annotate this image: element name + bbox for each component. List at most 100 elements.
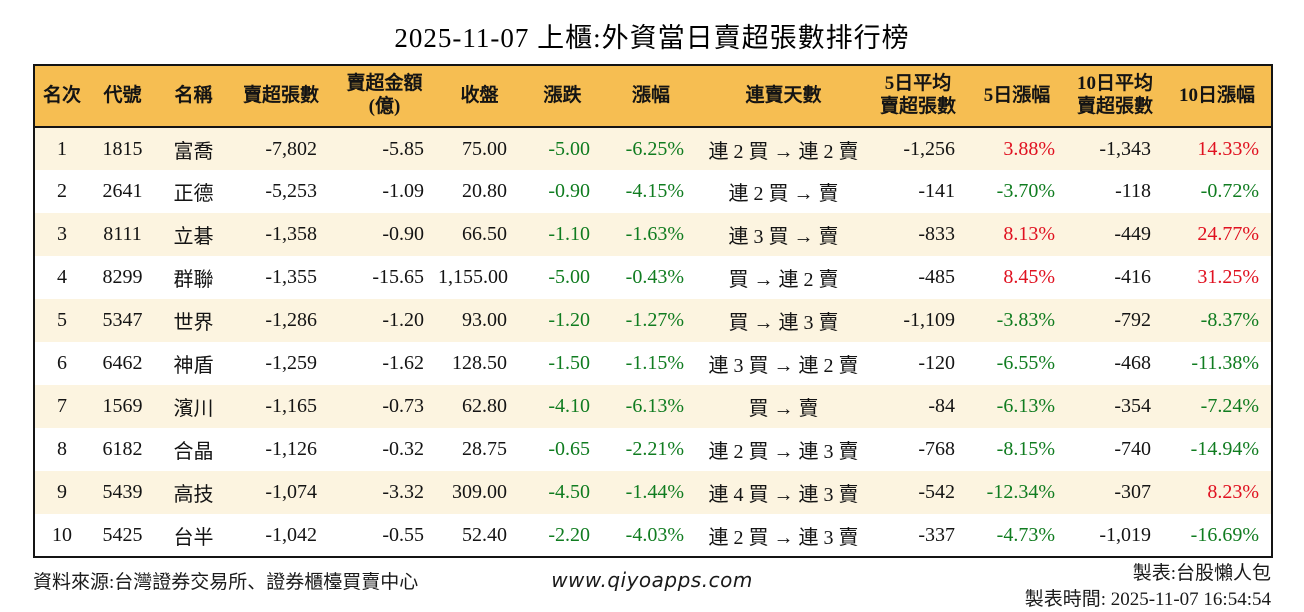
cell-streak: 連 4 買 → 連 3 賣 <box>708 484 859 506</box>
cell-avg5: -337 <box>918 523 955 546</box>
cell-net-sell: -1,126 <box>265 438 317 460</box>
cell-close: 75.00 <box>462 137 507 160</box>
cell-code: 6182 <box>102 438 143 460</box>
cell-change: -1.10 <box>548 223 590 245</box>
column-header: 10日平均 賣超張數 <box>1067 65 1163 128</box>
table-row: 7 1569 濱川 -1,165 -0.73 62.80 -4.10 -6.13% 買 → 賣 -… <box>34 385 1272 428</box>
cell-streak: 買 → 連 2 賣 <box>728 269 839 291</box>
cell-code: 2641 <box>102 180 143 202</box>
cell-code: 1569 <box>102 395 143 417</box>
table-body: 1 1815 富喬 -7,802 -5.85 75.00 -5.00 -6.25% 連 2 買 … <box>34 127 1272 557</box>
cell-change: -0.65 <box>548 438 590 460</box>
cell-avg5: -542 <box>918 481 955 503</box>
report-timestamp: 製表時間: 2025-11-07 16:54:54 <box>1024 589 1271 610</box>
cell-rank: 6 <box>57 352 67 374</box>
cell-change: -1.20 <box>548 309 590 331</box>
cell-pct5: 8.45% <box>1003 266 1055 288</box>
column-header: 代號 <box>89 65 156 128</box>
cell-close: 52.40 <box>462 523 507 546</box>
cell-name: 正德 <box>173 183 214 205</box>
cell-net-sell: -1,074 <box>265 481 317 503</box>
cell-amount: -1.20 <box>382 309 424 331</box>
cell-streak: 連 2 買 → 連 2 賣 <box>708 140 859 163</box>
cell-change: -1.50 <box>548 352 590 374</box>
data-source-note: 資料來源:台灣證券交易所、證券櫃檯買賣中心 <box>33 572 419 593</box>
cell-streak: 連 2 買 → 連 3 賣 <box>708 441 859 463</box>
cell-close: 62.80 <box>462 395 507 417</box>
report-title: 2025-11-07 上櫃:外資當日賣超張數排行榜 <box>394 23 910 53</box>
cell-pct5: 8.13% <box>1003 223 1055 245</box>
cell-pct10: -11.38% <box>1191 352 1259 374</box>
cell-code: 8299 <box>102 266 143 288</box>
cell-change-pct: -6.13% <box>625 395 684 417</box>
cell-close: 128.50 <box>452 352 507 374</box>
cell-amount: -5.85 <box>382 137 424 160</box>
cell-net-sell: -1,358 <box>265 223 317 245</box>
cell-name: 台半 <box>173 526 214 549</box>
cell-avg10: -449 <box>1114 223 1151 245</box>
cell-code: 5425 <box>102 523 143 546</box>
cell-avg5: -833 <box>918 223 955 245</box>
cell-amount: -0.32 <box>382 438 424 460</box>
table-row: 9 5439 高技 -1,074 -3.32 309.00 -4.50 -1.44% 連 4 買… <box>34 471 1272 514</box>
column-header: 5日平均 賣超張數 <box>869 65 967 128</box>
cell-streak: 買 → 連 3 賣 <box>728 312 839 334</box>
cell-rank: 3 <box>57 223 67 245</box>
cell-change: -4.10 <box>548 395 590 417</box>
table-header-row: 名次 代號 名稱 賣超張數 賣超金額 (億) 收盤 漲跌 漲幅 連賣天數 5日平均 賣超張數 5日漲… <box>34 65 1272 128</box>
cell-name: 合晶 <box>173 441 214 463</box>
column-header: 漲幅 <box>604 65 698 128</box>
cell-net-sell: -1,355 <box>265 266 317 288</box>
cell-pct5: 3.88% <box>1003 137 1055 160</box>
cell-rank: 2 <box>57 180 67 202</box>
cell-amount: -0.55 <box>382 523 424 546</box>
cell-amount: -0.90 <box>382 223 424 245</box>
cell-name: 濱川 <box>173 398 214 420</box>
cell-change: -5.00 <box>548 266 590 288</box>
cell-name: 富喬 <box>173 140 214 163</box>
cell-rank: 5 <box>57 309 67 331</box>
cell-streak: 買 → 賣 <box>748 398 819 420</box>
cell-rank: 4 <box>57 266 67 288</box>
cell-close: 28.75 <box>462 438 507 460</box>
cell-name: 世界 <box>173 312 214 334</box>
cell-change-pct: -1.15% <box>625 352 684 374</box>
cell-pct5: -12.34% <box>986 481 1055 503</box>
cell-pct10: -8.37% <box>1200 309 1259 331</box>
column-header: 賣超張數 <box>231 65 331 128</box>
table-row: 1 1815 富喬 -7,802 -5.85 75.00 -5.00 -6.25% 連 2 買 … <box>34 127 1272 170</box>
column-header: 名稱 <box>156 65 231 128</box>
cell-avg5: -84 <box>928 395 955 417</box>
cell-change-pct: -6.25% <box>625 137 684 160</box>
cell-close: 20.80 <box>462 180 507 202</box>
report-maker: 製表:台股懶人包 <box>1132 563 1271 584</box>
cell-net-sell: -1,286 <box>265 309 317 331</box>
cell-pct5: -4.73% <box>996 523 1055 546</box>
cell-net-sell: -1,259 <box>265 352 317 374</box>
cell-rank: 7 <box>57 395 67 417</box>
table-row: 3 8111 立碁 -1,358 -0.90 66.50 -1.10 -1.63% 連 3 買 … <box>34 213 1272 256</box>
cell-avg10: -416 <box>1114 266 1151 288</box>
cell-pct10: 24.77% <box>1197 223 1259 245</box>
cell-streak: 連 3 買 → 連 2 賣 <box>708 355 859 377</box>
cell-name: 群聯 <box>173 269 214 291</box>
cell-change-pct: -1.27% <box>625 309 684 331</box>
cell-avg5: -1,109 <box>903 309 955 331</box>
cell-code: 6462 <box>102 352 143 374</box>
table-row: 4 8299 群聯 -1,355 -15.65 1,155.00 -5.00 -0.43% 買 … <box>34 256 1272 299</box>
cell-change-pct: -4.15% <box>625 180 684 202</box>
cell-change: -2.20 <box>548 523 590 546</box>
cell-pct5: -6.13% <box>996 395 1055 417</box>
cell-name: 神盾 <box>173 355 214 377</box>
cell-amount: -3.32 <box>382 481 424 503</box>
ranking-table-container: 名次 代號 名稱 賣超張數 賣超金額 (億) 收盤 漲跌 漲幅 連賣天數 5日平均 賣超張數 5日漲… <box>33 64 1273 558</box>
cell-code: 5347 <box>102 309 143 331</box>
cell-avg10: -1,343 <box>1099 137 1151 160</box>
cell-streak: 連 3 買 → 賣 <box>728 226 839 248</box>
column-header: 漲跌 <box>521 65 604 128</box>
cell-change-pct: -4.03% <box>625 523 684 546</box>
cell-net-sell: -1,042 <box>265 523 317 546</box>
cell-pct10: -7.24% <box>1200 395 1259 417</box>
cell-change-pct: -0.43% <box>625 266 684 288</box>
